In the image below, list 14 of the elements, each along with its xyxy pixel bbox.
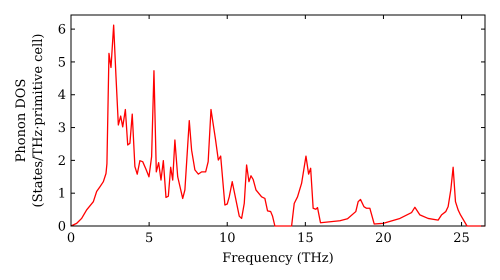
y-tick-label: 6 (58, 22, 66, 38)
y-axis-title: Phonon DOS (States/THz·primitive cell) (14, 33, 46, 208)
y-tick-label: 0 (58, 220, 66, 234)
x-tick-label: 20 (375, 231, 392, 246)
x-tick-label: 10 (218, 231, 236, 246)
x-tick-label: 5 (144, 231, 154, 246)
x-tick-label: 25 (453, 231, 470, 246)
y-tick-label: 1 (58, 186, 66, 202)
y-tick-label: 3 (58, 121, 66, 136)
x-tick-label: 15 (297, 231, 314, 246)
y-tick-label: 5 (58, 55, 66, 70)
x-axis-title: Frequency (THz) (222, 251, 334, 266)
y-tick-label: 2 (58, 154, 66, 169)
y-tick-label: 4 (58, 88, 66, 104)
